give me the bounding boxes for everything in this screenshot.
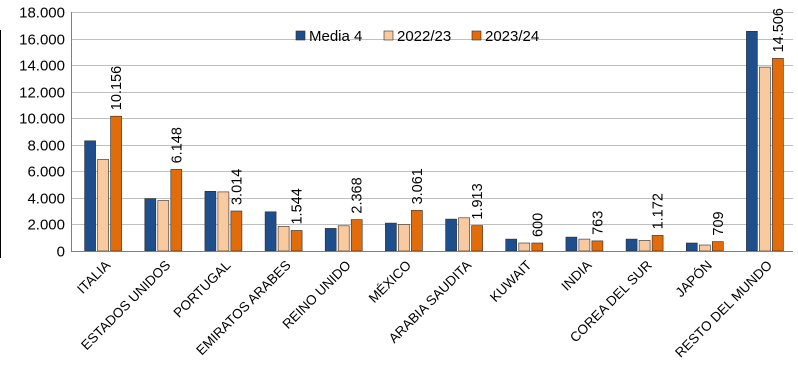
data-label: 1.913 (470, 183, 486, 219)
y2022-23-bar (157, 200, 170, 252)
media-bar (264, 211, 277, 252)
category-label: JAPÓN (672, 258, 714, 300)
legend: Media 4 2022/23 2023/24 (295, 28, 539, 45)
media-bar (84, 140, 96, 252)
y2022-23-bar (97, 159, 109, 252)
media-bar (144, 198, 157, 252)
data-label: 2.368 (350, 177, 366, 213)
media-bar (204, 191, 217, 252)
y-tick-label: 12.000 (19, 85, 65, 102)
y-tick-label: 6.000 (27, 164, 65, 181)
y-tick-label: 16.000 (19, 32, 65, 49)
category-label: MÉXICO (366, 258, 414, 306)
data-label: 1.172 (651, 193, 667, 229)
legend-label: 2022/23 (397, 28, 451, 45)
data-label: 10.156 (109, 66, 125, 110)
y2022-23-bar (398, 224, 410, 252)
y2023-24-bar (711, 241, 724, 252)
y2022-23-bar (759, 66, 771, 252)
y-tick-label: 8.000 (27, 138, 65, 155)
category-label: KUWAIT (487, 258, 534, 305)
y2022-23-bar (337, 225, 350, 252)
data-label: 6.148 (169, 127, 185, 163)
y2023-24-bar (531, 242, 544, 252)
category-label: INDIA (558, 258, 594, 294)
data-label: 709 (711, 211, 727, 235)
y-tick-label: 0 (57, 244, 65, 261)
media-bar (625, 238, 638, 252)
y2023-24-bar (110, 115, 122, 252)
legend-key-media (295, 30, 306, 41)
y-tick-label: 10.000 (19, 111, 65, 128)
y2022-23-bar (458, 217, 470, 252)
data-label: 3.061 (410, 168, 426, 204)
y2023-24-bar (411, 210, 423, 252)
gridlines (71, 12, 793, 225)
y2023-24-bar (772, 58, 784, 252)
media-bar (505, 238, 518, 252)
media-bar (324, 228, 337, 252)
y-tick-label: 18.000 (19, 5, 65, 22)
bars (84, 30, 784, 252)
y-axis-ticks: 0 2.000 4.000 6.000 8.000 10.000 12.000 14.000 1… (19, 5, 65, 261)
y2022-23-bar (698, 244, 711, 252)
y2022-23-bar (518, 242, 531, 252)
media-bar (746, 30, 758, 252)
y-tick-label: 14.000 (19, 58, 65, 75)
y2023-24-bar (591, 240, 604, 252)
y-tick-label: 4.000 (27, 191, 65, 208)
media-bar (565, 236, 578, 252)
y2022-23-bar (277, 226, 290, 252)
y2023-24-bar (290, 230, 303, 252)
media-bar (385, 222, 397, 252)
y2023-24-bar (170, 169, 183, 252)
y2022-23-bar (217, 191, 230, 252)
y2023-24-bar (471, 225, 483, 252)
data-label: 14.506 (771, 8, 787, 52)
data-label: 1.544 (290, 188, 306, 224)
media-bar (445, 218, 457, 252)
media-bar (685, 242, 698, 252)
category-label: ITALIA (74, 258, 113, 297)
data-label: 3.014 (229, 169, 245, 205)
category-label: PORTUGAL (171, 257, 234, 320)
axes (71, 12, 793, 252)
legend-key-2023-24 (471, 30, 482, 41)
legend-label: Media 4 (309, 28, 362, 45)
y2023-24-bar (230, 210, 243, 252)
legend-key-2022-23 (383, 30, 394, 41)
data-label: 600 (530, 213, 546, 237)
y-tick-label: 2.000 (27, 217, 65, 234)
legend-label: 2023/24 (485, 28, 539, 45)
y2022-23-bar (638, 240, 651, 252)
data-label: 763 (590, 211, 606, 235)
y2023-24-bar (651, 235, 664, 252)
y2023-24-bar (350, 219, 363, 252)
data-labels: 10.156 6.148 3.014 1.544 2.368 3.061 1.913 600 7… (109, 8, 787, 237)
y2022-23-bar (578, 238, 591, 252)
